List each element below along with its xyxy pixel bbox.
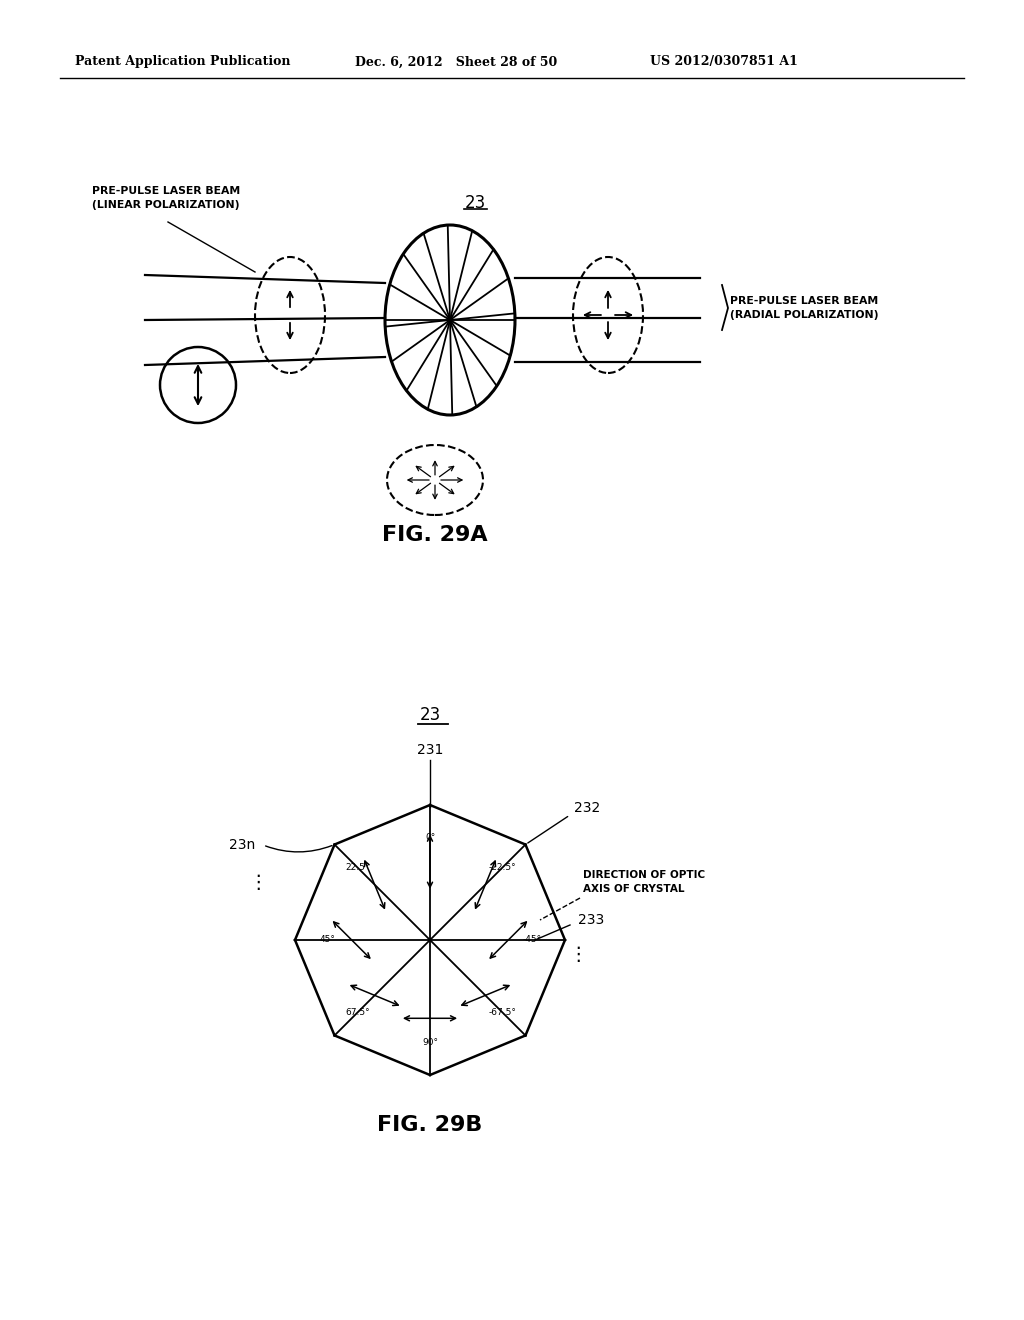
Text: -67.5°: -67.5° <box>488 1008 516 1016</box>
Text: 23n: 23n <box>228 838 255 851</box>
Text: US 2012/0307851 A1: US 2012/0307851 A1 <box>650 55 798 69</box>
Text: PRE-PULSE LASER BEAM
(LINEAR POLARIZATION): PRE-PULSE LASER BEAM (LINEAR POLARIZATIO… <box>92 186 241 210</box>
Text: 90°: 90° <box>422 1038 438 1047</box>
Text: -22.5°: -22.5° <box>488 863 516 873</box>
Text: 67.5°: 67.5° <box>345 1008 370 1016</box>
Text: 23: 23 <box>465 194 486 213</box>
Text: FIG. 29B: FIG. 29B <box>377 1115 482 1135</box>
Text: 23: 23 <box>420 706 440 723</box>
Text: Patent Application Publication: Patent Application Publication <box>75 55 291 69</box>
Text: -45°: -45° <box>523 936 542 945</box>
Text: DIRECTION OF OPTIC
AXIS OF CRYSTAL: DIRECTION OF OPTIC AXIS OF CRYSTAL <box>583 870 706 894</box>
Text: 231: 231 <box>417 743 443 756</box>
Text: ⋮: ⋮ <box>568 945 588 965</box>
Text: 45°: 45° <box>319 936 335 945</box>
Text: 0°: 0° <box>425 833 435 842</box>
Text: ⋮: ⋮ <box>248 873 267 891</box>
Text: 22.5°: 22.5° <box>345 863 370 873</box>
Text: PRE-PULSE LASER BEAM
(RADIAL POLARIZATION): PRE-PULSE LASER BEAM (RADIAL POLARIZATIO… <box>730 296 879 319</box>
Text: FIG. 29A: FIG. 29A <box>382 525 487 545</box>
Text: 232: 232 <box>574 801 600 814</box>
Text: 233: 233 <box>578 913 604 927</box>
Text: Dec. 6, 2012   Sheet 28 of 50: Dec. 6, 2012 Sheet 28 of 50 <box>355 55 557 69</box>
